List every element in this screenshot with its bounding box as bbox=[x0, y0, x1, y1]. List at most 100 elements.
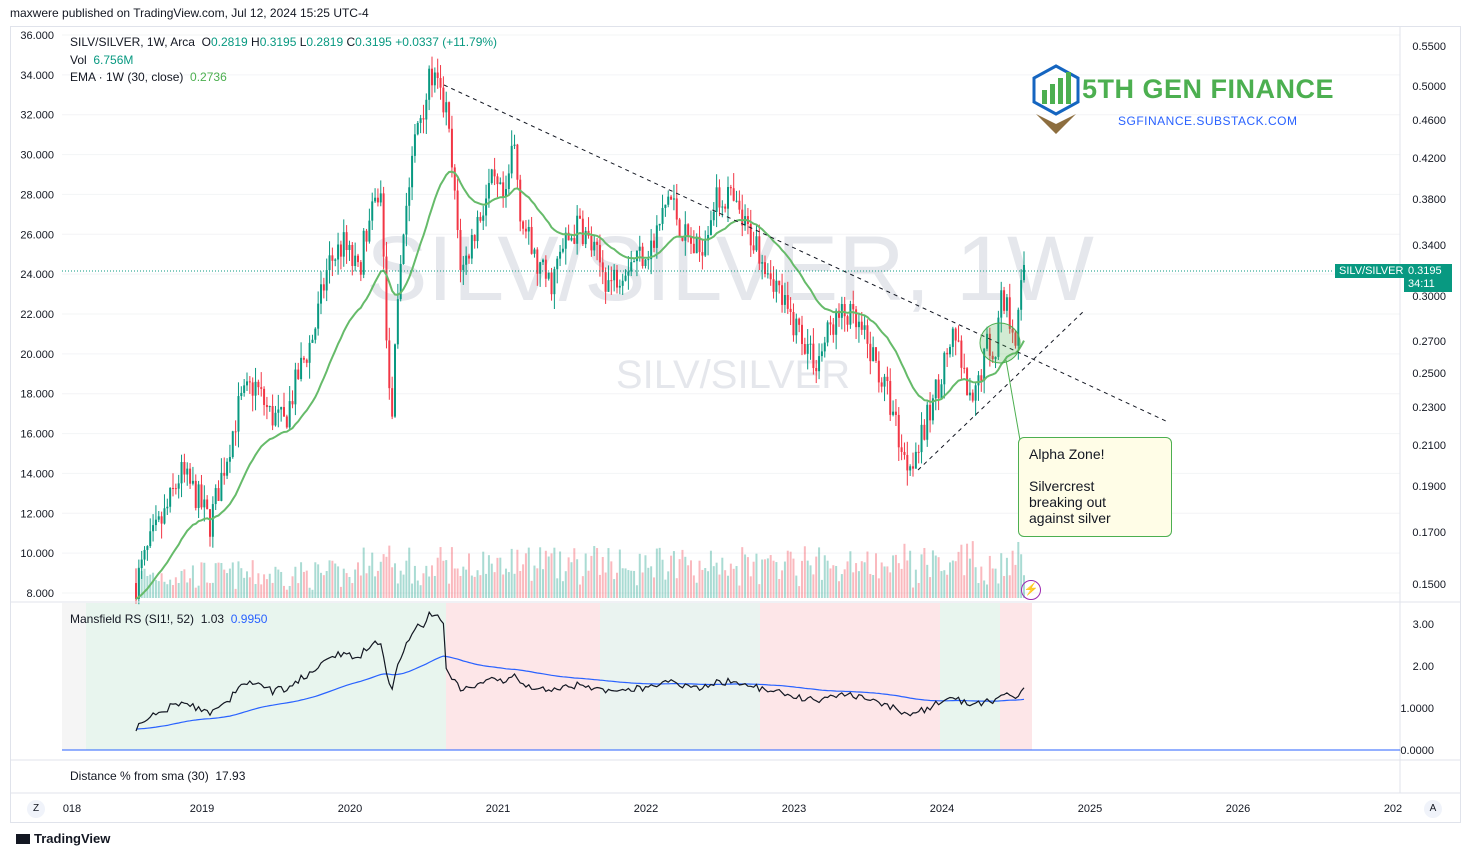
volume-bar bbox=[399, 570, 402, 598]
candle-body bbox=[801, 324, 803, 345]
candle-body bbox=[653, 240, 655, 248]
candle-body bbox=[209, 509, 211, 537]
candle-body bbox=[980, 375, 983, 381]
volume-bar bbox=[482, 551, 485, 598]
volume-bar bbox=[274, 566, 277, 598]
candle-body bbox=[798, 318, 801, 325]
candles bbox=[135, 56, 1025, 605]
candle-body bbox=[638, 246, 641, 251]
candle-body bbox=[311, 339, 314, 343]
candle-body bbox=[806, 344, 809, 354]
left-axis: 36.000 34.000 32.000 30.000 28.000 26.000 24.0… bbox=[20, 30, 54, 600]
volume-bar bbox=[465, 569, 468, 598]
candle-body bbox=[246, 381, 248, 386]
candle-body bbox=[613, 269, 616, 281]
volume-bar bbox=[783, 561, 786, 598]
volume-bar bbox=[499, 557, 502, 598]
candle-body bbox=[994, 356, 997, 360]
candle-body bbox=[968, 392, 971, 396]
ema-label: EMA · 1W (30, close) bbox=[70, 70, 184, 84]
candle-body bbox=[966, 368, 969, 396]
candle-body bbox=[957, 340, 960, 342]
candle-body bbox=[388, 340, 391, 389]
volume-bar bbox=[368, 565, 371, 598]
distance-legend: Distance % from sma (30) 17.93 bbox=[70, 769, 245, 783]
time-tick-label: 2023 bbox=[782, 803, 806, 815]
candle-body bbox=[468, 255, 470, 259]
candle-body bbox=[248, 381, 251, 383]
candle-body bbox=[416, 122, 419, 135]
candle-body bbox=[1005, 297, 1008, 311]
candle-body bbox=[838, 310, 840, 318]
rs-band bbox=[1000, 603, 1032, 750]
candle-body bbox=[960, 340, 963, 368]
candle-body bbox=[727, 187, 729, 209]
candle-body bbox=[325, 270, 328, 291]
volume-bar bbox=[792, 558, 795, 598]
candle-body bbox=[408, 187, 411, 206]
note-line-4: against silver bbox=[1029, 510, 1111, 526]
volume-bar bbox=[433, 575, 436, 598]
volume-bar bbox=[334, 563, 337, 598]
candle-body bbox=[556, 258, 559, 270]
candle-body bbox=[320, 284, 322, 304]
candle-body bbox=[621, 280, 624, 286]
candle-body bbox=[189, 468, 192, 484]
rs-band bbox=[62, 603, 86, 750]
volume-bar bbox=[476, 570, 479, 598]
volume-bar bbox=[180, 570, 183, 598]
volume-bar bbox=[635, 585, 638, 598]
candle-body bbox=[855, 309, 858, 328]
breakout-circle bbox=[979, 322, 1021, 364]
volume-bar bbox=[345, 573, 348, 598]
volume-bar bbox=[647, 567, 650, 598]
candle-body bbox=[738, 200, 741, 210]
candle-body bbox=[630, 262, 633, 272]
distance-value: 17.93 bbox=[215, 769, 246, 783]
volume-bar bbox=[194, 587, 197, 598]
volume-bar bbox=[695, 582, 698, 598]
volume-bar bbox=[977, 583, 980, 598]
volume-bar bbox=[820, 579, 823, 598]
volume-bar bbox=[678, 559, 681, 598]
candle-body bbox=[260, 387, 263, 389]
left-tick-label: 20.000 bbox=[20, 349, 54, 361]
volume-bar bbox=[152, 572, 155, 598]
zoom-button[interactable]: Z bbox=[27, 800, 45, 818]
volume-bar bbox=[322, 575, 325, 598]
right-tick-label: 0.1900 bbox=[1412, 481, 1446, 493]
candle-body bbox=[698, 236, 701, 253]
candle-body bbox=[883, 376, 886, 387]
volume-bar bbox=[832, 565, 835, 598]
candle-body bbox=[872, 347, 875, 362]
volume-bar bbox=[963, 575, 966, 598]
volume-bar bbox=[818, 547, 821, 598]
volume-bar bbox=[914, 569, 917, 598]
lightning-icon[interactable]: ⚡ bbox=[1021, 580, 1041, 600]
last-price-tag: 0.3195 34:11 bbox=[1404, 264, 1452, 292]
candle-body bbox=[510, 145, 513, 174]
volume-bar bbox=[738, 585, 741, 598]
right-tick-label: 0.3400 bbox=[1412, 240, 1446, 252]
volume-bar bbox=[940, 571, 943, 598]
candle-body bbox=[880, 382, 883, 387]
volume-bar bbox=[260, 584, 263, 598]
auto-scale-button[interactable]: A bbox=[1424, 800, 1442, 818]
volume-bar bbox=[823, 555, 826, 598]
volume-bar bbox=[453, 568, 456, 598]
candle-body bbox=[223, 472, 226, 476]
candle-body bbox=[906, 454, 909, 471]
candle-body bbox=[137, 568, 140, 599]
volume-bar bbox=[576, 559, 579, 598]
volume-bar bbox=[749, 576, 752, 598]
candle-body bbox=[866, 325, 869, 344]
candle-body bbox=[826, 322, 829, 343]
volume-bar bbox=[408, 547, 411, 598]
candle-body bbox=[618, 285, 621, 288]
volume-bar bbox=[798, 586, 801, 598]
volume-bar bbox=[658, 547, 661, 598]
volume-bar bbox=[1011, 550, 1014, 598]
chart-frame bbox=[10, 26, 1461, 823]
volume-bar bbox=[186, 582, 189, 598]
